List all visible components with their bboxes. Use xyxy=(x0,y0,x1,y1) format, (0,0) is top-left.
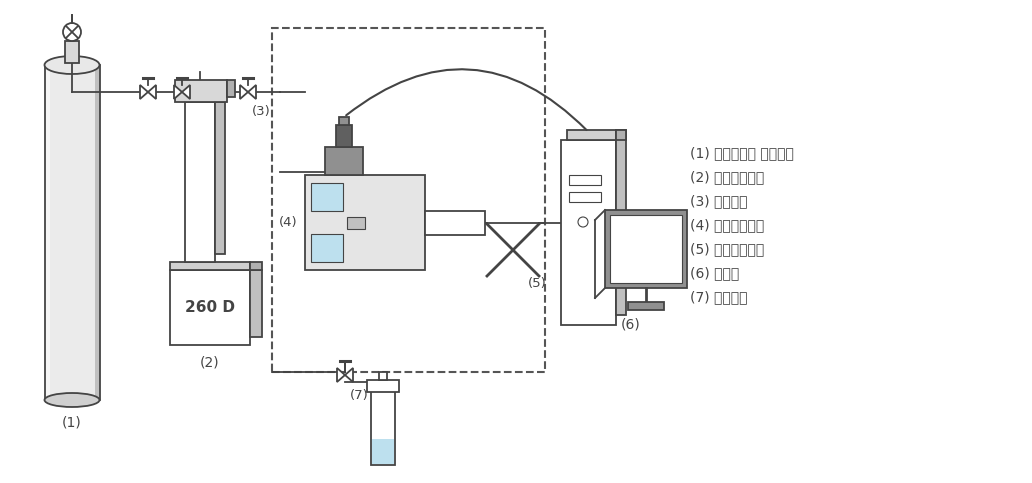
Bar xyxy=(272,28,545,372)
Bar xyxy=(65,41,79,63)
Text: (7): (7) xyxy=(350,388,368,401)
Bar xyxy=(616,130,626,315)
Text: (3): (3) xyxy=(252,105,270,118)
Text: (3) 입구밸브: (3) 입구밸브 xyxy=(690,194,747,208)
Polygon shape xyxy=(345,368,353,382)
Polygon shape xyxy=(140,85,148,99)
Text: (1) 이산화탄소 공급용기: (1) 이산화탄소 공급용기 xyxy=(690,146,794,160)
Text: (2): (2) xyxy=(200,356,220,370)
Polygon shape xyxy=(148,85,156,99)
FancyArrowPatch shape xyxy=(346,69,586,130)
Circle shape xyxy=(63,23,80,41)
Polygon shape xyxy=(182,85,190,99)
Text: 260 D: 260 D xyxy=(185,300,235,315)
Bar xyxy=(311,183,343,211)
Text: (1): (1) xyxy=(62,415,82,429)
Bar xyxy=(370,390,395,465)
Bar xyxy=(227,80,235,97)
Polygon shape xyxy=(248,85,256,99)
Bar xyxy=(185,102,215,262)
Bar xyxy=(425,211,485,235)
Bar xyxy=(50,65,95,400)
Bar xyxy=(610,215,682,283)
Bar xyxy=(567,130,616,140)
Text: (6) 모니터: (6) 모니터 xyxy=(690,266,739,280)
Bar xyxy=(347,217,365,229)
Bar xyxy=(561,140,616,325)
Bar xyxy=(311,234,343,262)
Bar xyxy=(372,439,394,464)
Text: (4): (4) xyxy=(279,216,297,229)
Text: (6): (6) xyxy=(621,317,641,331)
Polygon shape xyxy=(174,85,182,99)
Bar xyxy=(250,262,262,270)
Bar xyxy=(44,65,50,400)
Bar xyxy=(175,80,227,102)
Bar xyxy=(616,130,626,140)
Circle shape xyxy=(578,217,588,227)
Text: (5) 부피조절장치: (5) 부피조절장치 xyxy=(690,242,765,256)
Bar xyxy=(628,302,664,310)
Ellipse shape xyxy=(44,56,99,74)
Ellipse shape xyxy=(44,393,99,407)
Polygon shape xyxy=(240,85,248,99)
Text: (7) 출구밸브: (7) 출구밸브 xyxy=(690,290,747,304)
Bar xyxy=(367,380,399,392)
Bar xyxy=(95,65,99,400)
Bar xyxy=(250,270,262,337)
Bar xyxy=(338,117,349,125)
Polygon shape xyxy=(337,368,345,382)
Bar xyxy=(569,175,601,185)
Bar xyxy=(215,102,225,254)
Text: (5): (5) xyxy=(528,278,547,290)
Bar xyxy=(170,262,250,270)
Bar xyxy=(379,372,387,380)
Bar xyxy=(325,147,363,175)
Bar xyxy=(605,210,687,288)
Text: (4) 부피조절용기: (4) 부피조절용기 xyxy=(690,218,765,232)
Bar xyxy=(170,270,250,345)
Bar xyxy=(336,125,352,147)
Text: (2) 정량가압펌프: (2) 정량가압펌프 xyxy=(690,170,765,184)
Bar xyxy=(305,175,425,270)
Bar xyxy=(569,192,601,202)
